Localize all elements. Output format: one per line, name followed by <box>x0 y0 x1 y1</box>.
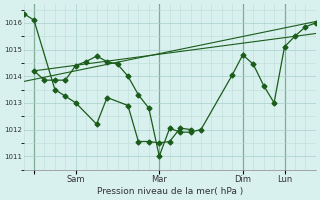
X-axis label: Pression niveau de la mer( hPa ): Pression niveau de la mer( hPa ) <box>97 187 243 196</box>
